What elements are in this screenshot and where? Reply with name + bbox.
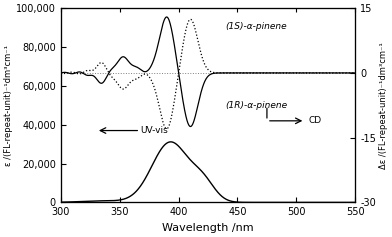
Text: CD: CD (308, 116, 321, 125)
Y-axis label: Δε /(FL-repeat-unit)⁻¹dm³cm⁻¹: Δε /(FL-repeat-unit)⁻¹dm³cm⁻¹ (379, 42, 388, 169)
Y-axis label: ε /(FL-repeat-unit)⁻¹dm³cm⁻¹: ε /(FL-repeat-unit)⁻¹dm³cm⁻¹ (4, 45, 13, 166)
Text: (1S)-α-pinene: (1S)-α-pinene (226, 22, 287, 31)
Text: UV-vis: UV-vis (140, 126, 168, 135)
X-axis label: Wavelength /nm: Wavelength /nm (162, 223, 254, 233)
Text: (1R)-α-pinene: (1R)-α-pinene (226, 101, 288, 110)
